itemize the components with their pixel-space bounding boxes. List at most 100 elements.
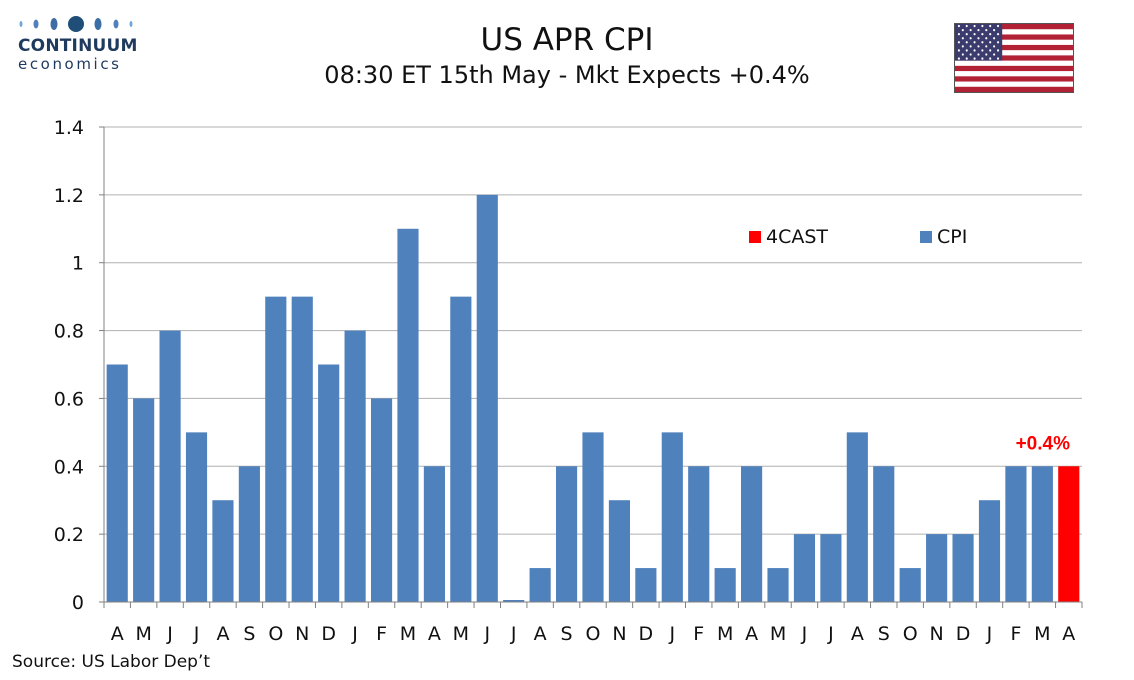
x-tick-label: A [1062,623,1075,645]
flag-star [973,57,976,60]
flag-star [985,45,988,48]
flag-star [965,24,968,28]
legend-label-cpi: CPI [937,226,967,248]
us-flag-icon [954,23,1074,93]
cpi-bar [608,500,631,602]
flag-star [973,33,976,36]
x-tick-label: M [135,623,151,645]
cpi-bar [318,364,340,602]
cpi-bar [106,364,128,602]
logo-dots-icon [19,16,133,32]
flag-star [989,57,992,60]
flag-star [969,37,972,40]
flag-star [996,49,1000,52]
x-tick-label: N [612,623,626,645]
cpi-bar [846,432,868,602]
legend-label-4cast: 4CAST [766,226,828,248]
cpi-bar [344,330,366,602]
cpi-bar [450,296,472,602]
cpi-bar [1005,466,1027,602]
cpi-bar [476,194,498,602]
flag-star [989,33,992,36]
y-tick-label: 0 [72,592,84,614]
x-tick-label: A [745,623,758,645]
legend-swatch-4cast [749,231,761,243]
flag-star [981,41,984,44]
cpi-bar [635,568,657,602]
legend: 4CAST CPI [749,226,967,248]
cpi-bar [899,568,921,602]
flag-star [996,41,1000,44]
cpi-bar [582,432,604,602]
flag-star [993,53,996,56]
cpi-bar [265,296,287,602]
cpi-bar [133,398,155,602]
y-tick-label: 1.4 [54,117,84,139]
legend-swatch-cpi [920,231,932,243]
x-tick-label: O [903,623,918,645]
cpi-bar [529,568,551,602]
x-tick-label: J [986,623,993,645]
continuum-economics-logo: CONTINUUM economics [14,14,144,76]
cpi-bar [767,568,789,602]
forecast-annotation: +0.4% [1016,433,1071,454]
cpi-bar [555,466,578,602]
flag-star [957,33,960,36]
flag-star [993,45,996,48]
cpi-bar [688,466,710,602]
cpi-bar [741,466,763,602]
flag-star [981,24,984,28]
x-tick-label: N [930,623,944,645]
flag-star [996,33,1000,36]
x-tick-label: M [453,623,469,645]
forecast-bar [1058,466,1080,602]
flag-star [985,37,988,40]
y-tick-label: 0.8 [54,321,84,343]
x-tick-label: O [586,623,601,645]
x-tick-label: J [827,623,834,645]
cpi-bar [185,432,208,602]
flag-star [981,49,984,52]
flag-star [985,53,988,56]
flag-star [996,57,1000,60]
x-tick-label: J [483,623,490,645]
axes [99,126,1083,608]
x-tick-label: J [510,623,517,645]
flag-star [957,57,960,60]
x-tick-label: S [561,623,573,645]
chart-subtitle: 08:30 ET 15th May - Mkt Expects +0.4% [324,61,810,89]
flag-star [961,28,964,32]
flag-star [961,53,964,56]
flag-star [989,41,992,44]
flag-star [957,24,960,28]
flag-star [965,49,968,52]
flag-star [965,33,968,36]
x-tick-label: M [770,623,786,645]
flag-star [981,57,984,60]
flag-star [969,45,972,48]
cpi-bar [238,466,260,602]
flag-star [977,37,980,40]
cpi-bar [291,296,313,602]
y-tick-label: 1 [72,253,84,275]
x-tick-label: A [428,623,441,645]
flag-star [985,28,988,32]
flag-star [996,24,1000,28]
source-note: Source: US Labor Dep’t [12,652,211,672]
cpi-bar [952,534,974,602]
flag-star [961,45,964,48]
flag-star [957,49,960,52]
flag-star [957,41,960,44]
x-tick-label: D [956,623,971,645]
flag-star [973,24,976,28]
cpi-bar [159,330,181,602]
cpi-bar [978,500,1001,602]
x-tick-label: S [243,623,255,645]
x-tick-label: D [639,623,654,645]
flag-star [989,49,992,52]
cpi-bar [212,500,234,602]
flag-star [993,37,996,40]
logo-line1: CONTINUUM [18,36,138,56]
x-tick-label: A [111,623,124,645]
